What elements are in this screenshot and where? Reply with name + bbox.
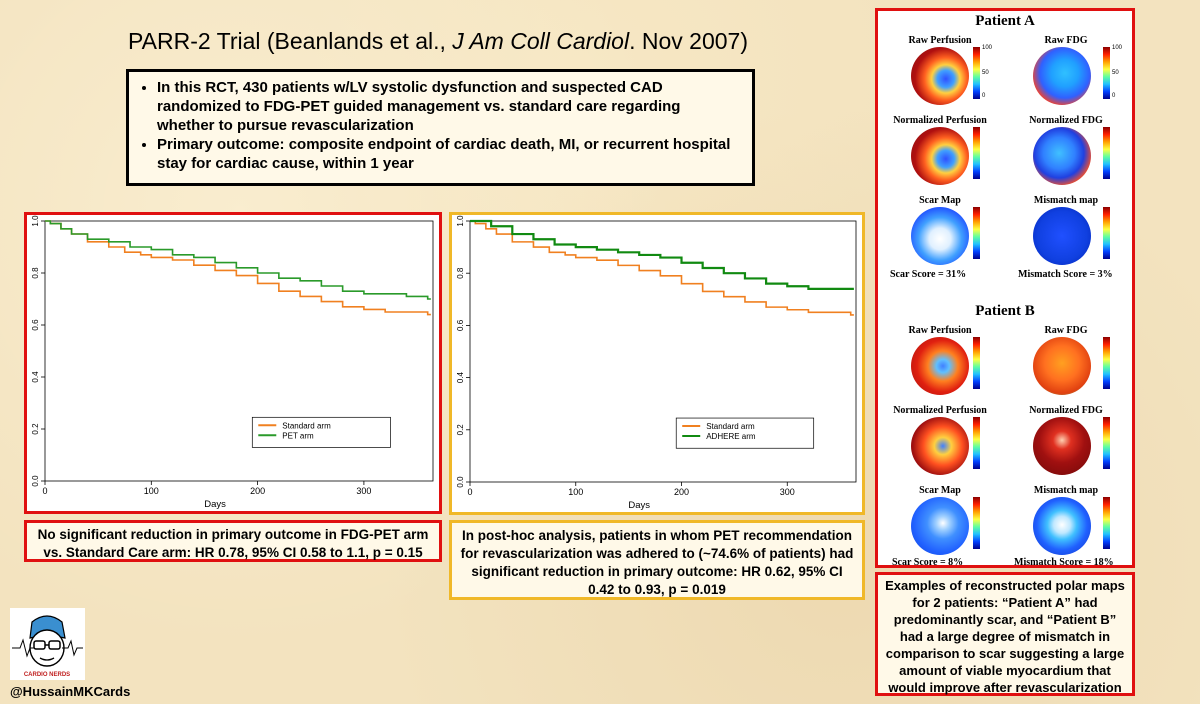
y-tick-label: 0.4 — [456, 371, 465, 383]
polar-label: Raw FDG — [1044, 35, 1088, 46]
colorbar — [973, 207, 980, 259]
mismatch-score-b: Mismatch Score = 18% — [1014, 557, 1114, 568]
y-tick-label: 0.2 — [31, 423, 40, 435]
x-tick-label: 300 — [780, 487, 795, 497]
summary-box: In this RCT, 430 patients w/LV systolic … — [126, 69, 755, 186]
colorbar-tick: 50 — [1112, 70, 1119, 76]
polar-label: Raw Perfusion — [908, 325, 972, 336]
scar-score-b: Scar Score = 8% — [892, 557, 964, 568]
x-tick-label: 200 — [250, 486, 265, 496]
logo-text: CARDIO NERDS — [24, 672, 70, 678]
polar-map-raw-perfusion-b — [911, 337, 969, 395]
colorbar — [1103, 47, 1110, 99]
x-tick-label: 100 — [568, 487, 583, 497]
colorbar — [973, 497, 980, 549]
km-chart-1: 0.0 0.2 0.4 0.6 0.8 1.0 0 100 200 300 Days Standard… — [31, 215, 434, 510]
colorbar — [973, 337, 980, 389]
polar-map-mismatch-b — [1033, 497, 1091, 555]
legend-label: Standard arm — [706, 422, 755, 431]
plot-area — [469, 220, 857, 483]
x-axis-label: Days — [628, 500, 650, 511]
colorbar-tick: 100 — [982, 45, 993, 51]
legend-label: PET arm — [282, 431, 314, 440]
x-tick-label: 100 — [144, 486, 159, 496]
caption-polar-maps: Examples of reconstructed polar maps for… — [875, 572, 1135, 696]
polar-label: Mismatch map — [1033, 195, 1099, 206]
polar-map-raw-perfusion-a — [911, 47, 969, 105]
series-line-2 — [45, 220, 431, 300]
y-tick-label: 0.0 — [31, 475, 40, 487]
legend-label: ADHERE arm — [706, 432, 756, 441]
series-line-2 — [470, 219, 854, 290]
y-tick-label: 0.0 — [456, 476, 465, 488]
polar-label: Normalized FDG — [1029, 115, 1103, 126]
polar-map-normalized-fdg-b — [1033, 417, 1091, 475]
km-plot-pet-vs-standard: 0.0 0.2 0.4 0.6 0.8 1.0 0 100 200 300 Days Standard… — [24, 212, 442, 514]
cardionerds-logo: CARDIO NERDS — [10, 608, 85, 680]
y-tick-label: 0.6 — [31, 319, 40, 331]
y-tick-label: 0.8 — [456, 267, 465, 279]
colorbar-tick: 50 — [982, 70, 989, 76]
x-tick-label: 200 — [674, 487, 689, 497]
legend — [675, 417, 815, 449]
polar-map-raw-fdg-b — [1033, 337, 1091, 395]
legend-label: Standard arm — [282, 421, 331, 430]
summary-bullet: Primary outcome: composite endpoint of c… — [157, 135, 742, 173]
colorbar-tick: 0 — [982, 93, 986, 99]
colorbar-tick: 0 — [1112, 93, 1116, 99]
y-tick-label: 1.0 — [456, 215, 465, 227]
x-tick-label: 0 — [42, 486, 47, 496]
y-tick-label: 0.8 — [31, 267, 40, 279]
polar-label: Normalized Perfusion — [893, 405, 987, 416]
colorbar — [1103, 207, 1110, 259]
polar-label: Normalized FDG — [1029, 405, 1103, 416]
plot-area — [44, 220, 434, 482]
colorbar — [973, 417, 980, 469]
page-title: PARR-2 Trial (Beanlands et al., J Am Col… — [128, 28, 748, 54]
polar-label: Mismatch map — [1033, 485, 1099, 496]
scar-score-a: Scar Score = 31% — [890, 269, 967, 280]
colorbar-tick: 100 — [1112, 45, 1123, 51]
y-tick-label: 1.0 — [31, 215, 40, 227]
y-tick-label: 0.2 — [456, 424, 465, 436]
x-tick-label: 300 — [356, 486, 371, 496]
author-handle: @HussainMKCards — [10, 684, 131, 699]
colorbar — [1103, 417, 1110, 469]
polar-map-normalized-perfusion-b — [911, 417, 969, 475]
colorbar — [1103, 497, 1110, 549]
colorbar — [1103, 127, 1110, 179]
colorbar — [973, 127, 980, 179]
legend — [251, 416, 391, 448]
x-axis-label: Days — [204, 499, 226, 510]
y-tick-label: 0.4 — [31, 371, 40, 383]
y-tick-label: 0.6 — [456, 319, 465, 331]
colorbar — [973, 47, 980, 99]
polar-maps-panel: Patient A Raw Perfusion Raw FDG Normaliz… — [875, 8, 1135, 568]
polar-map-normalized-fdg-a — [1033, 127, 1091, 185]
polar-map-scar-a — [911, 207, 969, 265]
polar-label: Scar Map — [919, 485, 961, 496]
patient-a-title: Patient A — [975, 13, 1035, 29]
polar-label: Raw FDG — [1044, 325, 1088, 336]
caption-pet-result: No significant reduction in primary outc… — [24, 520, 442, 562]
km-plot-adhere-vs-standard: 0.0 0.2 0.4 0.6 0.8 1.0 0 100 200 300 Days Standard… — [449, 212, 865, 515]
colorbar — [1103, 337, 1110, 389]
mismatch-score-a: Mismatch Score = 3% — [1018, 269, 1113, 280]
polar-map-normalized-perfusion-a — [911, 127, 969, 185]
polar-label: Normalized Perfusion — [893, 115, 987, 126]
caption-adhere-result: In post-hoc analysis, patients in whom P… — [449, 520, 865, 600]
summary-bullet: In this RCT, 430 patients w/LV systolic … — [157, 78, 742, 135]
polar-label: Raw Perfusion — [908, 35, 972, 46]
x-tick-label: 0 — [467, 487, 472, 497]
patient-b-title: Patient B — [975, 303, 1035, 319]
polar-map-raw-fdg-a — [1033, 47, 1091, 105]
polar-map-mismatch-a — [1033, 207, 1091, 265]
km-chart-2: 0.0 0.2 0.4 0.6 0.8 1.0 0 100 200 300 Days Standard… — [456, 215, 857, 511]
polar-map-scar-b — [911, 497, 969, 555]
polar-label: Scar Map — [919, 195, 961, 206]
